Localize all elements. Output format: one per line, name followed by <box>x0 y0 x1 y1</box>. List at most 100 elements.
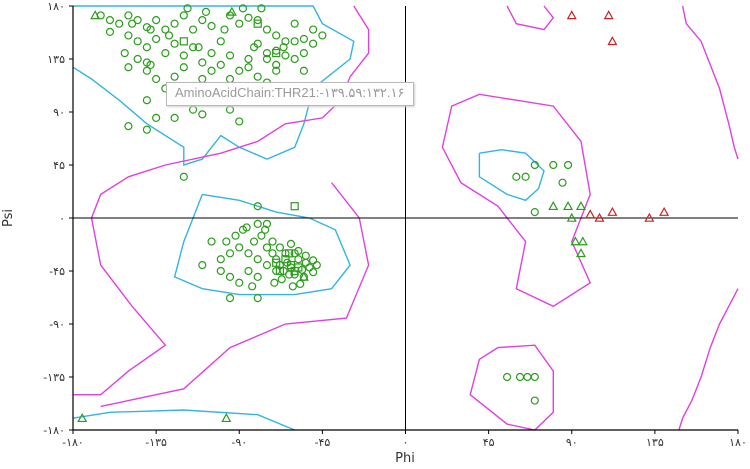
series-0-circle-point-39 <box>299 49 309 58</box>
series-0-circle-point-68 <box>198 110 207 119</box>
x-tick-label-8: ۱۸۰ <box>729 436 747 449</box>
series-0-circle-point-44 <box>170 72 179 81</box>
series-0-circle-point-34 <box>244 54 253 64</box>
series-0-circle-point-133 <box>253 219 262 228</box>
series-0-circle-point-1 <box>105 16 115 25</box>
series-0-circle-point-120 <box>207 237 216 246</box>
contour-1-path-0 <box>73 5 370 396</box>
series-2-triangle-point-9 <box>577 236 588 246</box>
series-0-circle-point-131 <box>268 237 277 246</box>
series-0-circle-point-33 <box>235 66 244 75</box>
series-1-square-point-5 <box>294 263 303 272</box>
series-0-circle-point-53 <box>272 66 281 75</box>
series-0-circle-point-127 <box>309 268 318 277</box>
series-0-circle-point-132 <box>261 225 270 234</box>
contour-0-path-0 <box>72 5 355 166</box>
series-1-square-point-4 <box>272 258 281 267</box>
series-0-circle-point-65 <box>170 113 179 122</box>
series-0-circle-point-36 <box>262 49 272 58</box>
series-0-circle-point-82 <box>188 105 198 114</box>
series-0-circle-point-22 <box>133 37 142 46</box>
series-0-circle-point-15 <box>244 13 253 22</box>
series-0-circle-point-153 <box>530 208 539 217</box>
series-0-circle-point-155 <box>563 160 573 170</box>
series-0-circle-point-42 <box>142 66 151 75</box>
series-0-circle-point-24 <box>152 34 161 44</box>
series-0-circle-point-84 <box>120 49 129 58</box>
series-3-triangle-point-1 <box>603 10 614 20</box>
series-0-circle-point-38 <box>290 37 299 46</box>
series-0-circle-point-145 <box>179 172 188 181</box>
series-2-triangle-point-3 <box>77 412 88 423</box>
series-0-circle-point-47 <box>207 66 216 75</box>
x-tick-label-0: -۱۸۰ <box>62 436 84 449</box>
series-0-circle-point-104 <box>262 261 272 270</box>
series-0-circle-point-105 <box>253 255 262 264</box>
series-2-triangle-point-2 <box>298 271 309 281</box>
series-3-triangle-point-7 <box>659 206 670 216</box>
x-tick-label-7: ۱۳۵ <box>646 436 664 449</box>
series-0-circle-point-129 <box>301 251 310 260</box>
contour-1-path-5 <box>681 5 739 160</box>
series-0-circle-point-76 <box>164 31 174 40</box>
series-0-circle-point-110 <box>216 266 225 276</box>
series-0-circle-point-130 <box>309 256 318 265</box>
series-0-circle-point-159 <box>502 372 512 382</box>
series-0-circle-point-144 <box>262 219 272 228</box>
series-1-square-point-9 <box>272 49 281 58</box>
series-0-circle-point-122 <box>275 243 284 252</box>
series-0-circle-point-111 <box>225 272 235 281</box>
series-0-circle-point-27 <box>179 51 188 60</box>
series-0-circle-point-148 <box>318 31 327 40</box>
series-0-circle-point-25 <box>161 49 170 58</box>
series-0-circle-point-67 <box>235 117 244 126</box>
contour-1-path-1 <box>100 182 370 408</box>
series-0-circle-point-73 <box>216 37 225 46</box>
x-tick-label-6: ۹۰ <box>566 436 578 449</box>
contour-0-path-3 <box>72 409 295 431</box>
contour-layer <box>72 5 739 431</box>
series-0-circle-point-9 <box>179 11 188 20</box>
series-0-circle-point-18 <box>272 31 281 40</box>
series-2-triangle-point-8 <box>570 236 581 246</box>
series-0-circle-point-29 <box>198 58 207 67</box>
series-0-circle-point-113 <box>244 266 253 276</box>
series-0-circle-point-19 <box>281 37 290 46</box>
series-0-circle-point-88 <box>238 4 248 13</box>
series-1-square-point-11 <box>253 19 262 28</box>
series-0-circle-point-85 <box>128 19 137 28</box>
series-0-circle-point-162 <box>530 160 539 170</box>
series-0-circle-point-141 <box>225 293 235 303</box>
series-0-circle-point-51 <box>253 72 262 81</box>
series-2-triangle-point-6 <box>563 200 574 211</box>
series-0-circle-point-160 <box>523 372 532 382</box>
series-0-circle-point-17 <box>262 25 272 34</box>
series-0-circle-point-86 <box>201 7 211 16</box>
series-0-circle-point-11 <box>198 16 207 25</box>
y-tick-label-0: ۱۸۰ <box>47 0 65 13</box>
series-0-circle-point-90 <box>262 243 272 252</box>
series-0-circle-point-7 <box>161 25 170 34</box>
series-0-circle-point-134 <box>242 223 251 232</box>
series-0-circle-point-139 <box>270 278 279 287</box>
y-tick-label-2: ۹۰ <box>53 106 65 119</box>
series-2-triangle-point-1 <box>226 6 237 16</box>
y-tick-label-5: -۴۵ <box>49 265 65 278</box>
y-tick-label-4: ۰ <box>59 212 65 225</box>
point-tooltip: AminoAcidChain:THR21:-۱۳۹.۵۹:۱۳۲.۱۶ <box>166 82 414 106</box>
series-0-circle-point-147 <box>299 34 309 44</box>
series-1-square-point-7 <box>285 249 294 258</box>
series-2-triangle-point-11 <box>575 200 587 211</box>
series-0-circle-point-149 <box>309 25 318 34</box>
series-0-circle-point-114 <box>253 272 262 281</box>
series-0-circle-point-158 <box>530 396 539 405</box>
series-0-circle-point-138 <box>288 282 297 291</box>
series-0-circle-point-54 <box>281 51 290 60</box>
contour-1-path-2 <box>441 93 592 308</box>
series-0-circle-point-119 <box>222 237 231 246</box>
y-tick-label-7: -۱۳۵ <box>43 371 65 384</box>
series-0-circle-point-23 <box>142 43 151 52</box>
x-tick-label-2: -۹۰ <box>231 436 247 449</box>
series-0-circle-point-28 <box>188 43 198 52</box>
